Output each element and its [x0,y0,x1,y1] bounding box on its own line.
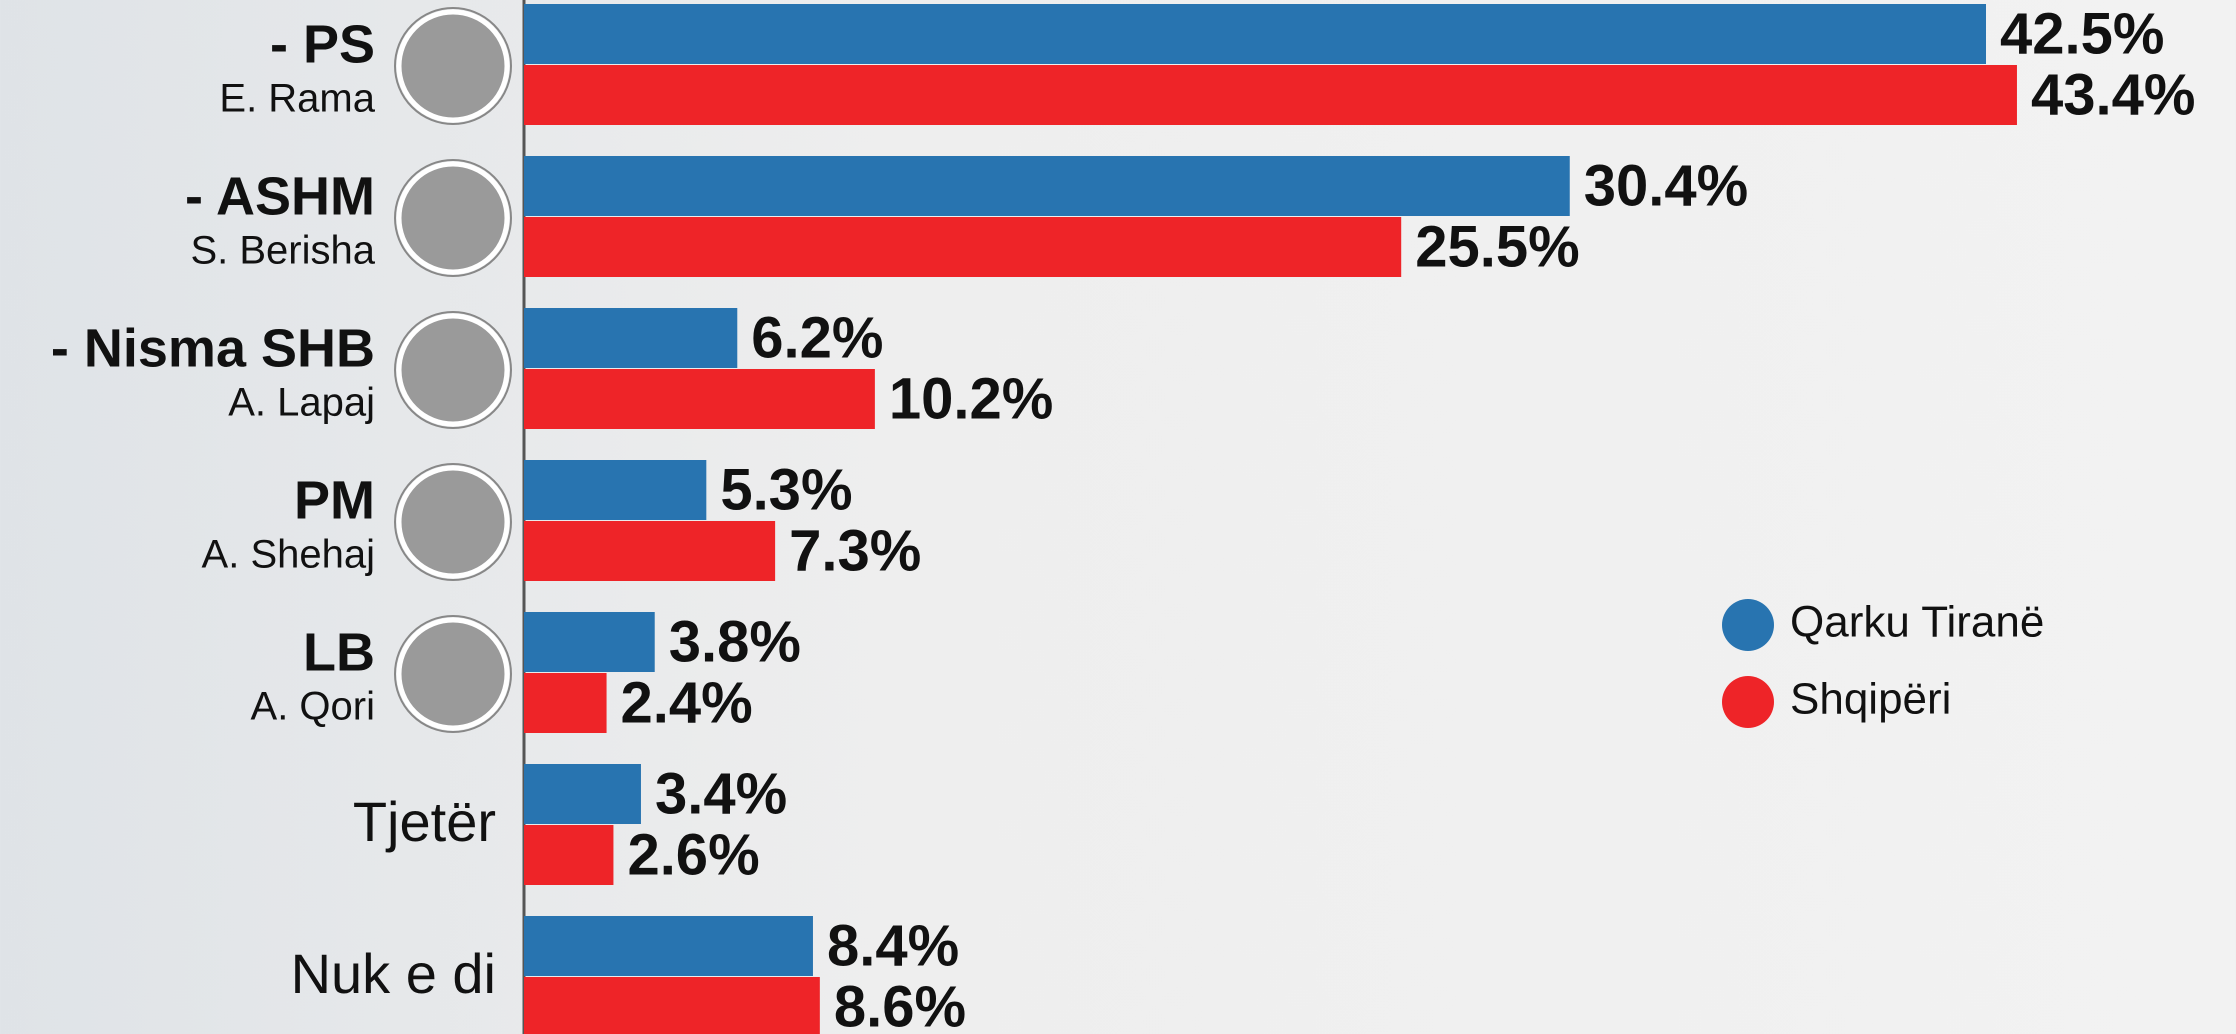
legend-label: Shqipëri [1790,675,1951,724]
candidate-label: A. Shehaj [202,533,375,577]
value-label: 25.5% [1415,214,1579,279]
value-label: 30.4% [1584,153,1748,218]
party-label: LB [303,622,375,682]
bar [524,308,737,368]
value-label: 3.4% [655,761,787,826]
bar [524,977,820,1034]
party-label: PM [294,470,375,530]
candidate-label: E. Rama [219,77,375,121]
page: {"chart_data": {"type": "bar", "orientat… [0,0,2236,1034]
value-label: 2.4% [621,670,753,735]
bar [524,916,813,976]
value-label: 8.4% [827,913,959,978]
party-label: - Nisma SHB [51,318,375,378]
value-label: 6.2% [751,305,883,370]
value-label: 5.3% [720,457,852,522]
value-label: 43.4% [2031,62,2195,127]
bar [524,156,1570,216]
legend-swatch [1722,676,1774,728]
category-label: Tjetër [353,790,496,853]
bar [524,521,775,581]
party-label: - PS [270,14,375,74]
value-label: 7.3% [789,518,921,583]
bar [524,65,2017,125]
bar [524,460,706,520]
legend-label: Qarku Tiranë [1790,598,2044,647]
value-label: 2.6% [627,822,759,887]
chart: - PSE. Rama 42.5%43.4% - ASHMS. Berisha 30.… [0,0,2236,1034]
value-label: 8.6% [834,974,966,1034]
candidate-label: A. Lapaj [228,381,375,425]
candidate-label: A. Qori [251,685,375,729]
bar [524,4,1986,64]
legend-swatch [1722,599,1774,651]
candidate-photo [399,468,507,576]
candidate-photo [399,12,507,120]
party-label: - ASHM [185,166,375,226]
value-label: 10.2% [889,366,1053,431]
bar [524,217,1401,277]
candidate-label: S. Berisha [190,229,375,273]
value-label: 42.5% [2000,1,2164,66]
bar [524,369,875,429]
value-label: 3.8% [669,609,801,674]
bar [524,764,641,824]
candidate-photo [399,316,507,424]
candidate-photo [399,620,507,728]
candidate-photo [399,164,507,272]
bar [524,673,607,733]
category-label: Nuk e di [291,942,496,1005]
bar [524,825,613,885]
bar [524,612,655,672]
